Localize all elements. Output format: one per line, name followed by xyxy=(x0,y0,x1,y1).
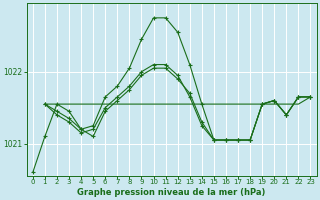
X-axis label: Graphe pression niveau de la mer (hPa): Graphe pression niveau de la mer (hPa) xyxy=(77,188,266,197)
